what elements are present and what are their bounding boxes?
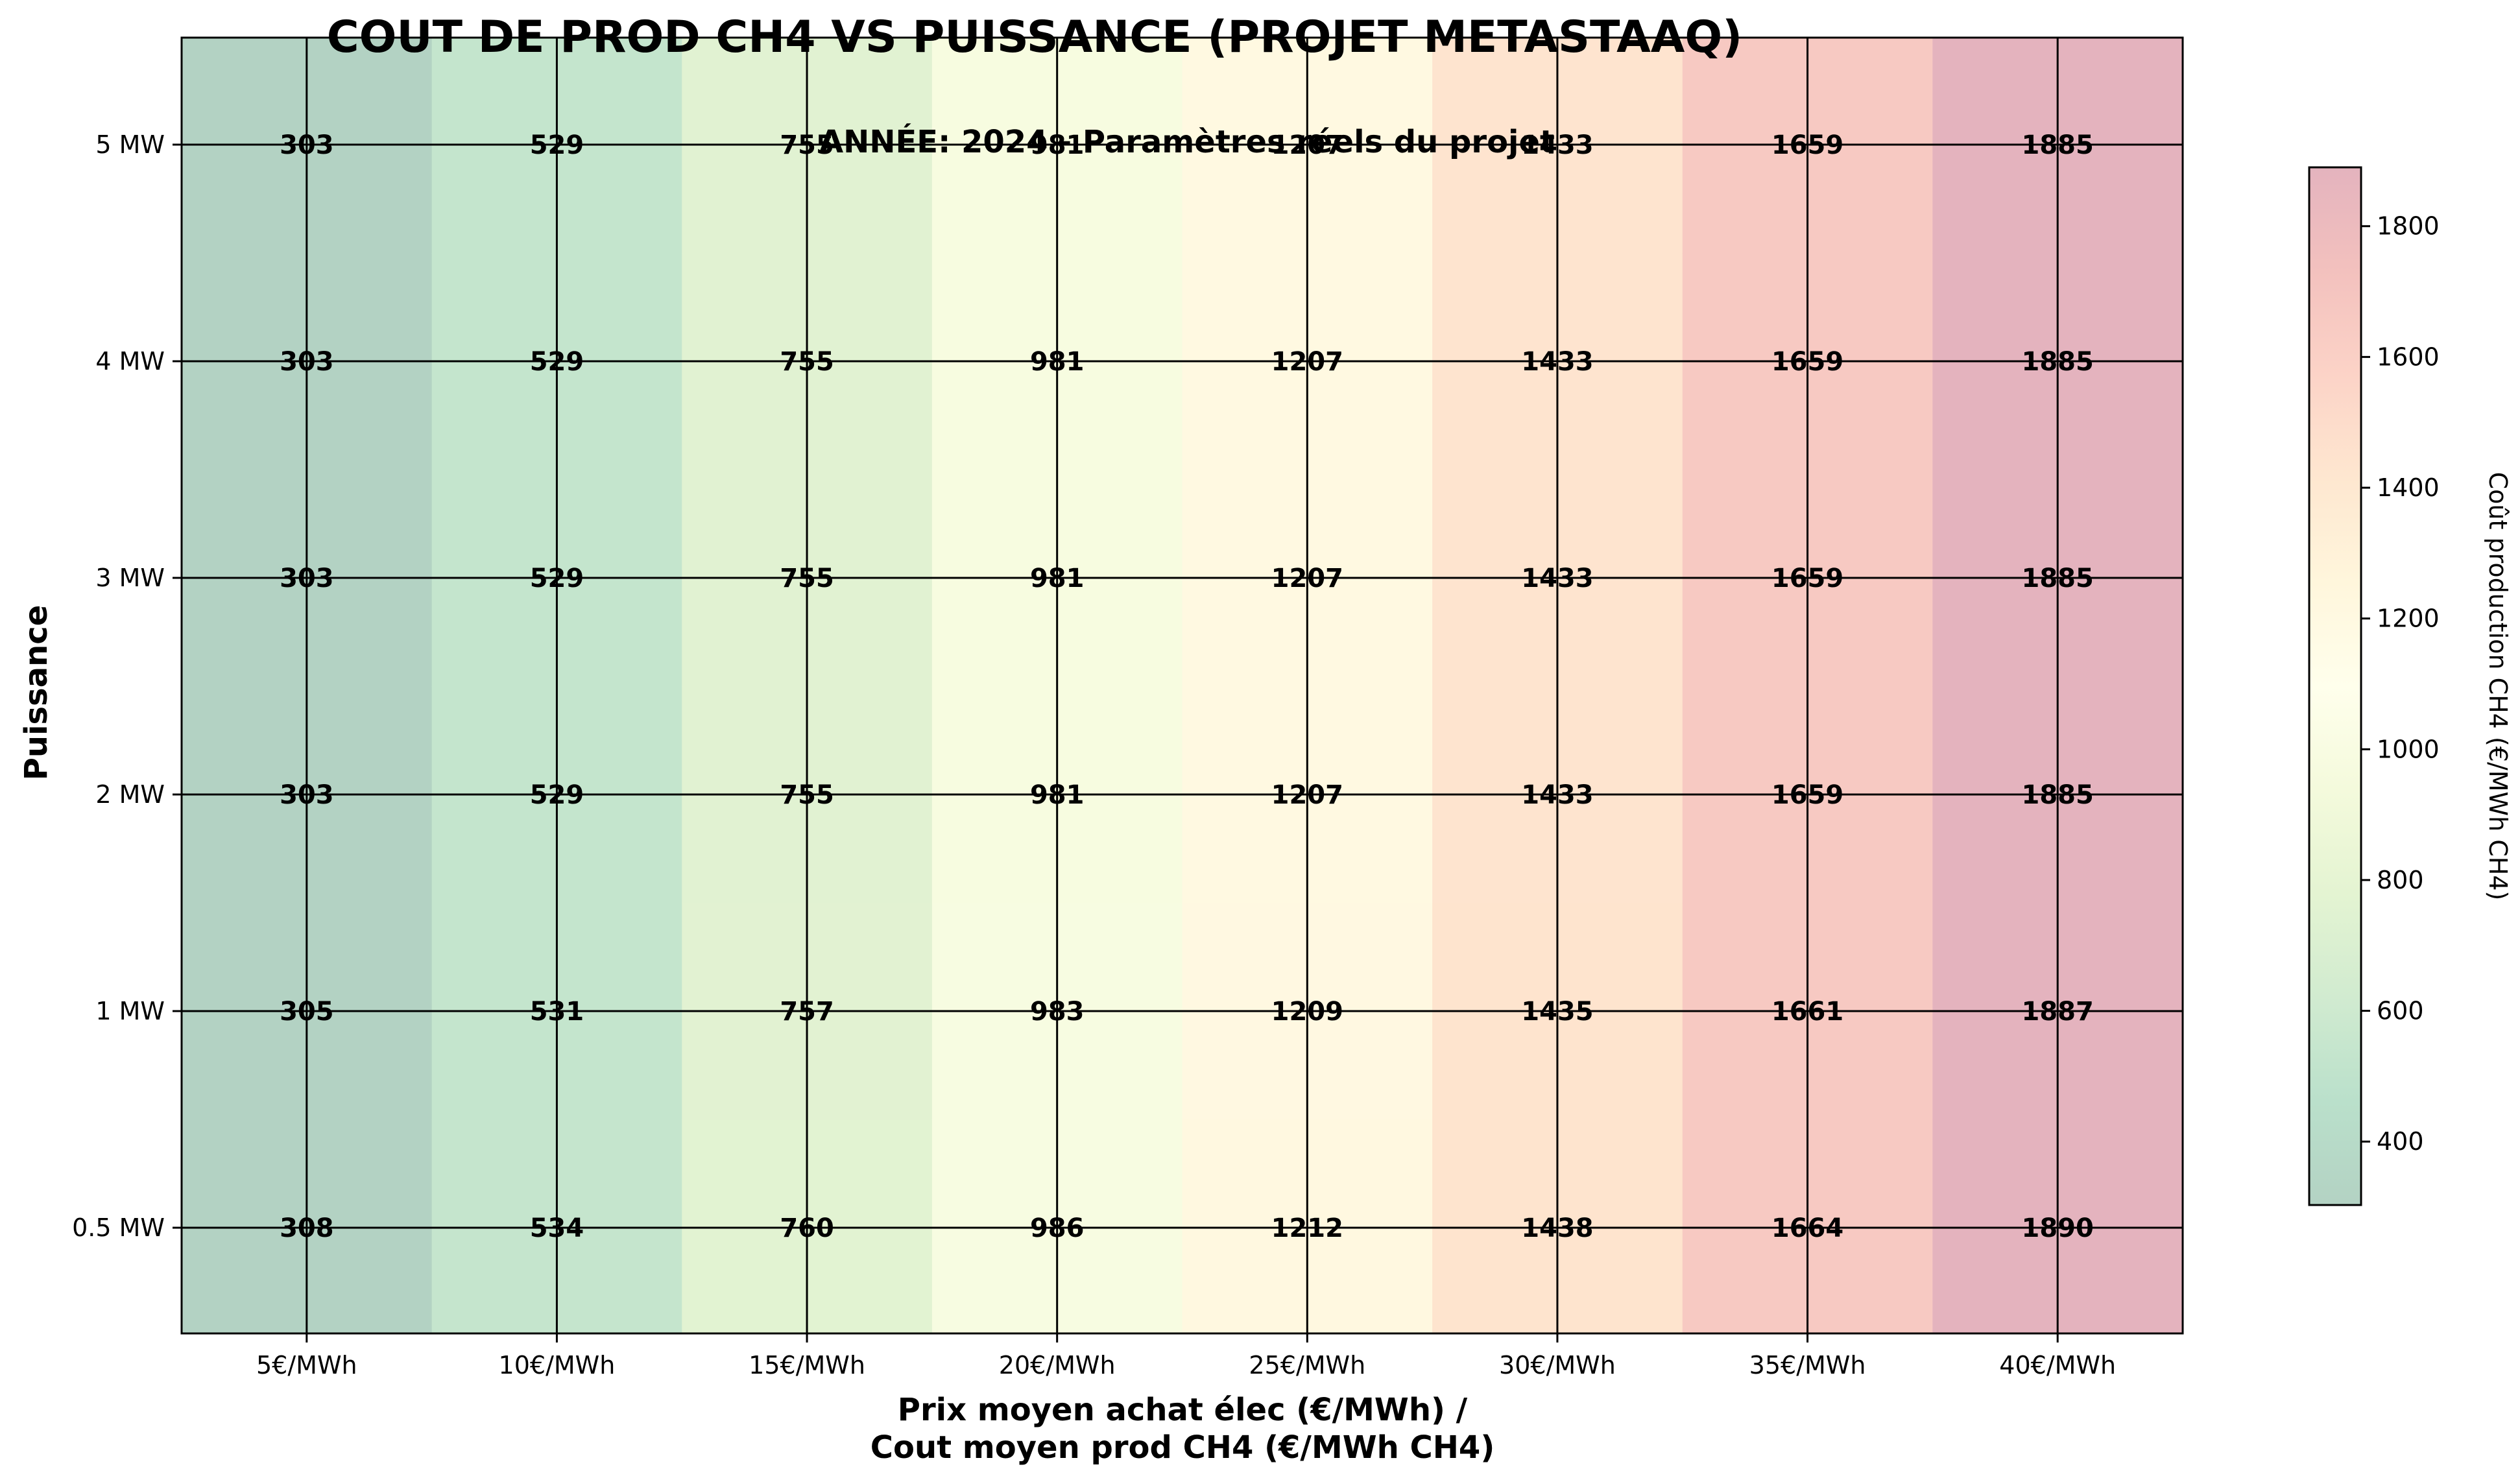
cell-value-label: 755 — [780, 780, 834, 810]
cell-value-label: 305 — [280, 997, 334, 1027]
cell-value-label: 981 — [1030, 564, 1085, 593]
x-axis-label-line2: Cout moyen prod CH4 (€/MWh CH4) — [870, 1429, 1495, 1466]
y-tick-label: 4 MW — [95, 347, 165, 376]
cell-value-label: 1207 — [1271, 347, 1343, 377]
cell-value-label: 1659 — [1771, 130, 1843, 160]
cell-value-label: 1207 — [1271, 564, 1343, 593]
cell-value-label: 1207 — [1271, 780, 1343, 810]
cell-value-label: 1433 — [1521, 564, 1593, 593]
colorbar-tick-label: 800 — [2377, 866, 2424, 894]
cell-value-label: 981 — [1030, 780, 1085, 810]
x-tick-label: 35€/MWh — [1749, 1351, 1866, 1379]
cell-value-label: 755 — [780, 130, 834, 160]
x-tick-label: 5€/MWh — [256, 1351, 357, 1379]
cell-value-label: 529 — [530, 130, 584, 160]
y-tick-label: 3 MW — [95, 564, 165, 592]
chart-subtitle: ANNÉE: 2024 - Paramètres réels du projet — [819, 123, 1555, 160]
cell-value-label: 983 — [1030, 997, 1085, 1027]
cell-value-label: 760 — [780, 1213, 834, 1243]
y-axis-ticks: 0.5 MW 1 MW 2 MW 3 MW 4 MW 5 MW — [72, 130, 182, 1242]
chart-title: COUT DE PROD CH4 VS PUISSANCE (PROJET ME… — [327, 12, 1743, 63]
x-axis-label-line1: Prix moyen achat élec (€/MWh) / — [898, 1392, 1468, 1428]
cell-value-label: 755 — [780, 347, 834, 377]
x-tick-label: 25€/MWh — [1249, 1351, 1365, 1379]
cell-value-label: 981 — [1030, 130, 1085, 160]
colorbar — [2308, 166, 2362, 1206]
cell-value-label: 303 — [280, 347, 334, 377]
cell-value-label: 1885 — [2022, 780, 2094, 810]
colorbar-tick-label: 600 — [2377, 997, 2424, 1025]
cell-value-label: 1212 — [1271, 1213, 1343, 1243]
cell-value-label: 755 — [780, 564, 834, 593]
cell-value-label: 303 — [280, 780, 334, 810]
cell-value-label: 1659 — [1771, 780, 1843, 810]
cell-value-label: 1885 — [2022, 564, 2094, 593]
x-tick-label: 15€/MWh — [749, 1351, 865, 1379]
cell-value-label: 1435 — [1521, 997, 1593, 1027]
cell-value-label: 303 — [280, 564, 334, 593]
colorbar-ticks: 400 600 800 1000 1200 1400 1600 1800 — [2361, 212, 2440, 1156]
cell-value-label: 1433 — [1521, 347, 1593, 377]
cell-value-label: 308 — [280, 1213, 334, 1243]
colorbar-tick-label: 1400 — [2377, 473, 2440, 502]
cell-value-label: 1659 — [1771, 564, 1843, 593]
y-tick-label: 2 MW — [95, 780, 165, 809]
colorbar-label: Coût production CH4 (€/MWh CH4) — [2484, 472, 2512, 901]
x-axis-ticks: 5€/MWh 10€/MWh 15€/MWh 20€/MWh 25€/MWh 30€/MW… — [256, 1333, 2116, 1379]
cell-value-label: 1885 — [2022, 347, 2094, 377]
cell-value-labels: 308 305 303 303 303 303 534 531 529 529 529 529 760 7… — [280, 130, 2094, 1243]
heatmap-cells — [182, 38, 2183, 1334]
x-tick-label: 10€/MWh — [499, 1351, 616, 1379]
cell-value-label: 1885 — [2022, 130, 2094, 160]
cell-value-label: 1209 — [1271, 997, 1343, 1027]
x-tick-label: 20€/MWh — [999, 1351, 1116, 1379]
cell-value-label: 1207 — [1271, 130, 1343, 160]
cell-value-label: 1661 — [1771, 997, 1843, 1027]
cell-value-label: 986 — [1030, 1213, 1085, 1243]
y-tick-label: 5 MW — [95, 130, 165, 159]
cell-value-label: 1890 — [2022, 1213, 2094, 1243]
plot-frame — [180, 36, 2184, 1335]
y-tick-label: 1 MW — [95, 997, 165, 1025]
cell-value-label: 1659 — [1771, 347, 1843, 377]
cell-value-label: 1887 — [2022, 997, 2094, 1027]
colorbar-tick-label: 400 — [2377, 1127, 2424, 1156]
colorbar-tick-label: 1800 — [2377, 212, 2440, 241]
cell-value-label: 1433 — [1521, 780, 1593, 810]
cell-value-label: 529 — [530, 780, 584, 810]
cell-value-label: 757 — [780, 997, 834, 1027]
colorbar-tick-label: 1200 — [2377, 604, 2440, 633]
colorbar-tick-label: 1600 — [2377, 342, 2440, 371]
cell-value-label: 529 — [530, 564, 584, 593]
cell-value-label: 1664 — [1771, 1213, 1843, 1243]
cell-value-label: 529 — [530, 347, 584, 377]
colorbar-tick-label: 1000 — [2377, 735, 2440, 763]
y-tick-label: 0.5 MW — [72, 1213, 165, 1242]
cell-value-label: 534 — [530, 1213, 584, 1243]
x-tick-label: 40€/MWh — [1999, 1351, 2116, 1379]
cell-value-label: 1433 — [1521, 130, 1593, 160]
x-tick-label: 30€/MWh — [1499, 1351, 1616, 1379]
cell-value-label: 303 — [280, 130, 334, 160]
gridlines — [182, 38, 2183, 1333]
cell-value-label: 981 — [1030, 347, 1085, 377]
y-axis-label: Puissance — [18, 605, 54, 781]
cell-value-label: 531 — [530, 997, 584, 1027]
cell-value-label: 1438 — [1521, 1213, 1593, 1243]
